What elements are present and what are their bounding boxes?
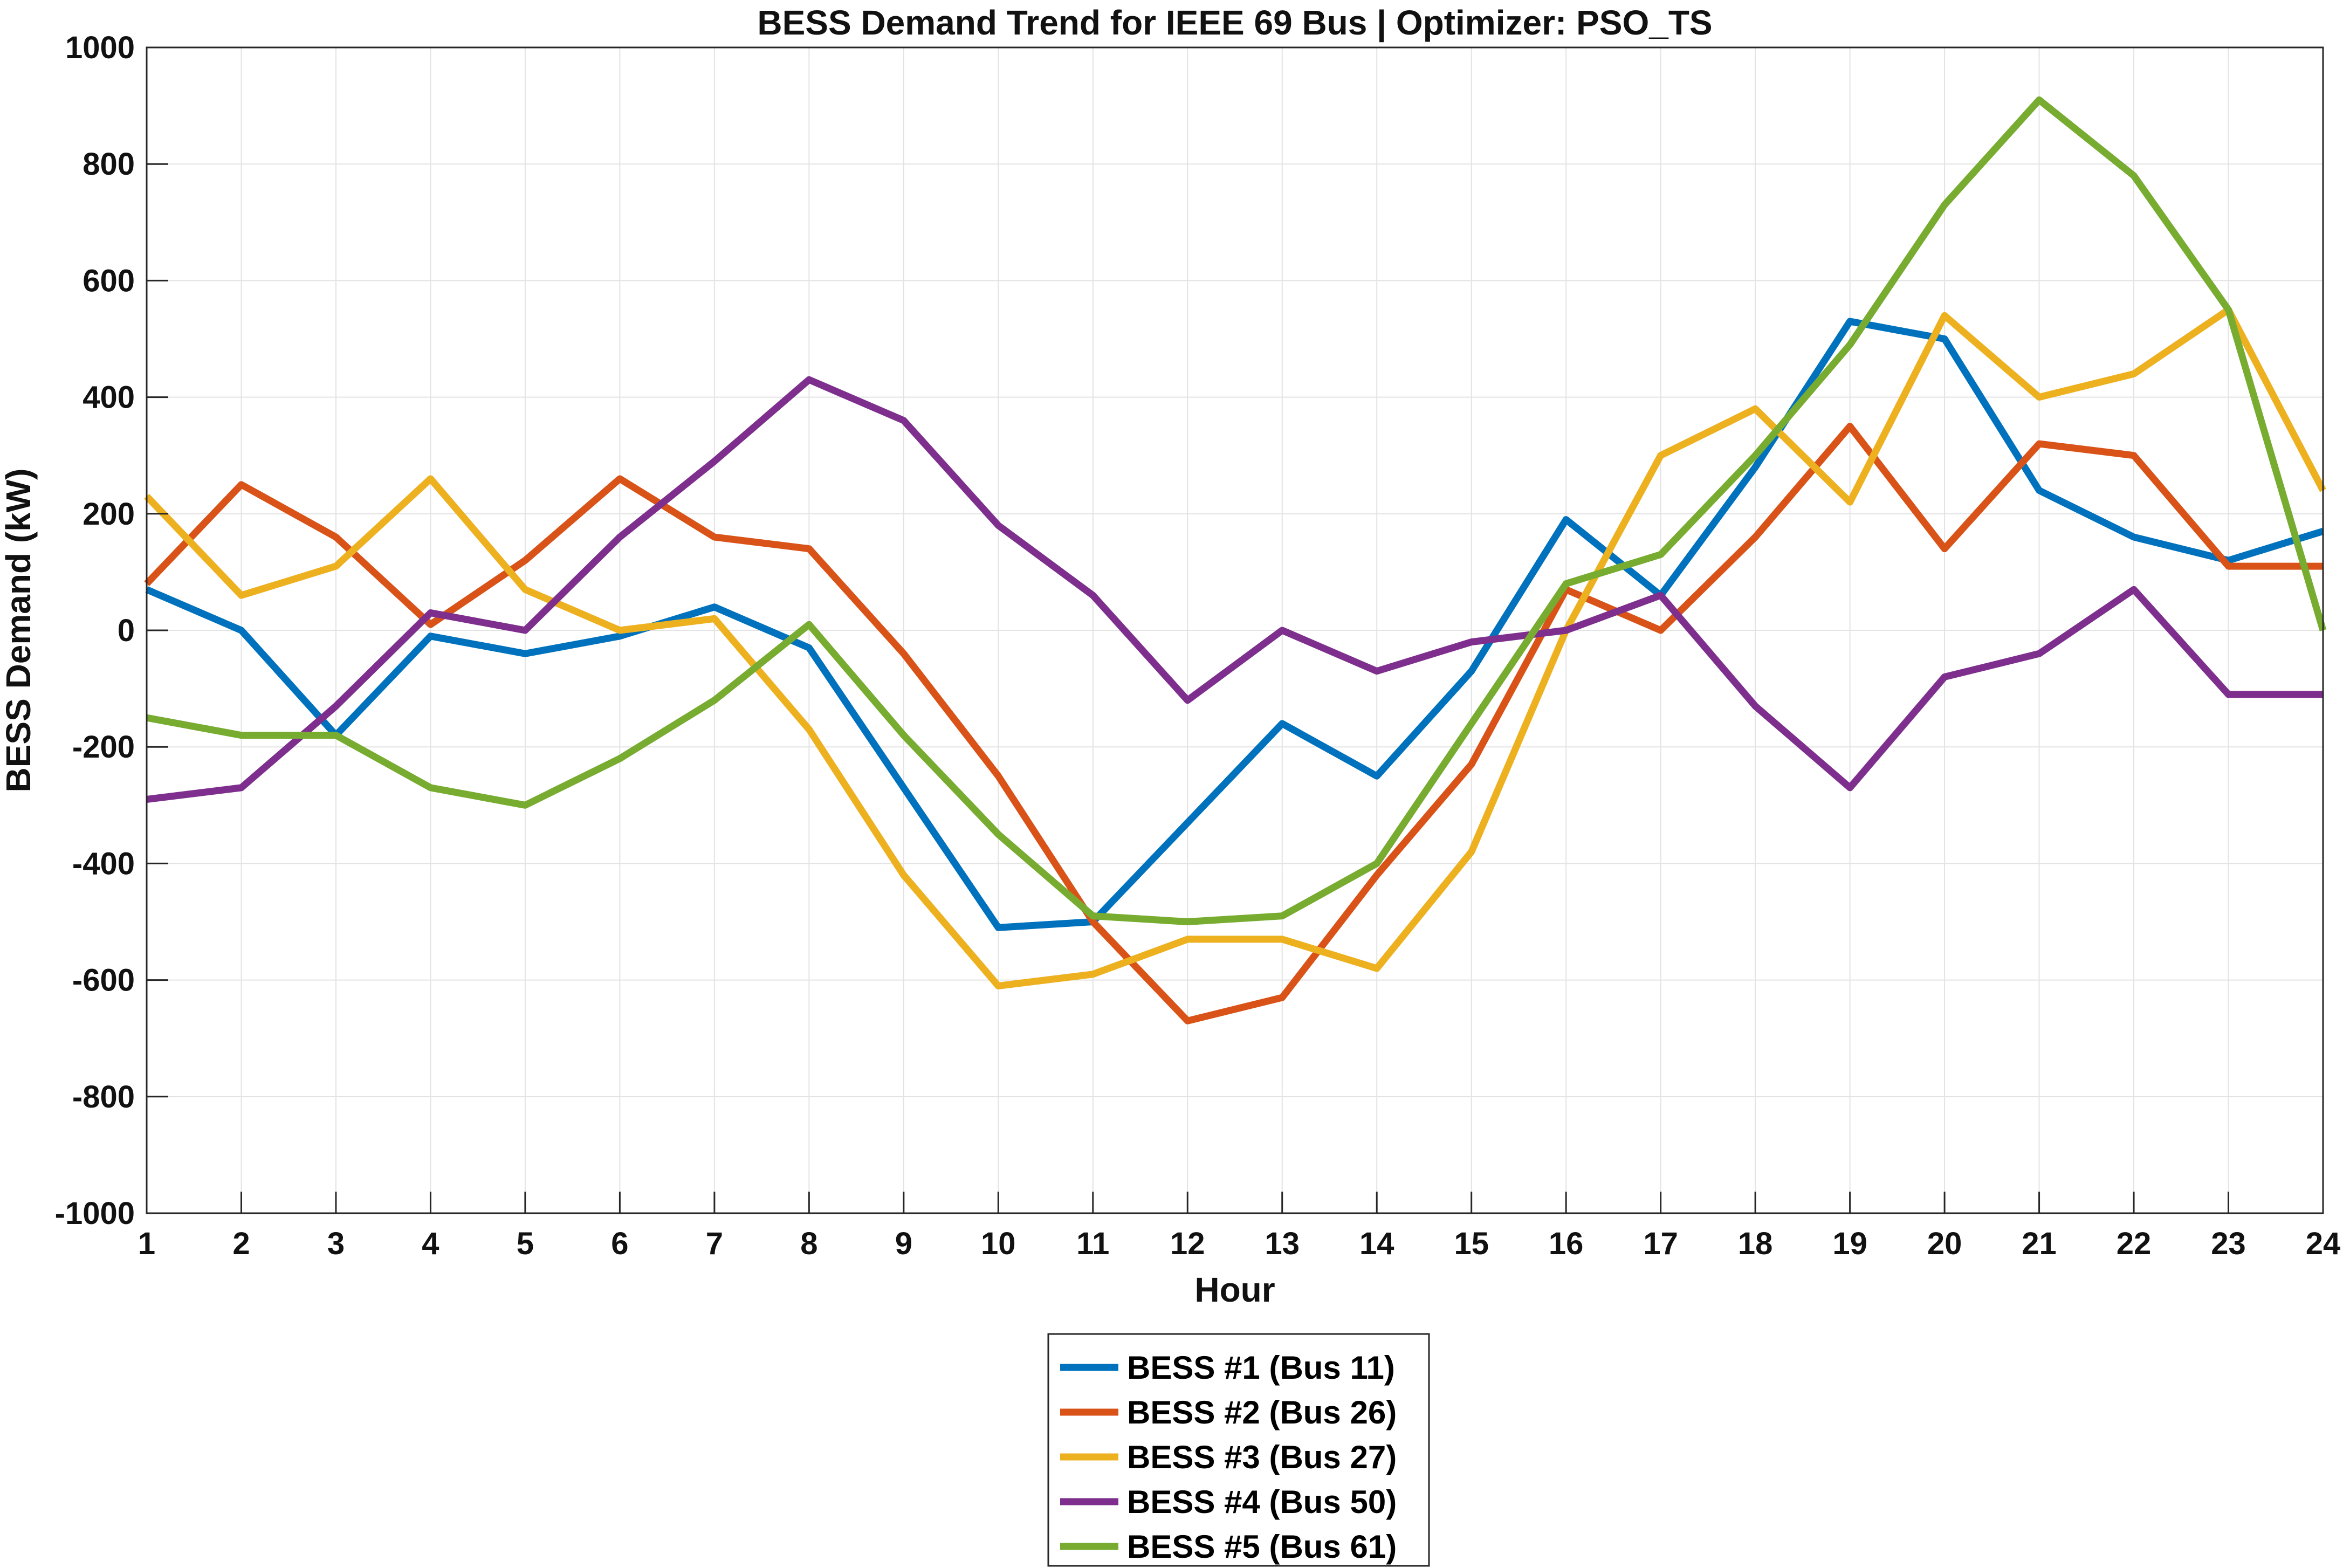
x-tick-label: 16 <box>1549 1226 1584 1261</box>
x-tick-label: 19 <box>1832 1226 1867 1261</box>
x-tick-label: 23 <box>2211 1226 2246 1261</box>
x-tick-label: 3 <box>327 1226 345 1261</box>
legend-label-bess-3: BESS #3 (Bus 27) <box>1127 1439 1397 1475</box>
series-line-bess-4 <box>146 376 2323 803</box>
x-tick-label: 22 <box>2117 1226 2152 1261</box>
chart-title: BESS Demand Trend for IEEE 69 Bus | Opti… <box>757 3 1712 43</box>
y-tick-label: 0 <box>118 613 135 648</box>
y-tick-label: 600 <box>83 263 135 298</box>
legend-box <box>1047 1333 1430 1567</box>
x-tick-label: 14 <box>1359 1226 1394 1261</box>
x-tick-label: 13 <box>1265 1226 1300 1261</box>
x-tick-label: 15 <box>1454 1226 1489 1261</box>
legend: BESS #1 (Bus 11) BESS #2 (Bus 26) BESS #3 … <box>1047 1333 1430 1567</box>
x-tick-label: 6 <box>611 1226 628 1261</box>
x-tick-label: 2 <box>232 1226 250 1261</box>
y-axis-label: BESS Demand (kW) <box>0 469 38 793</box>
x-tick-label: 7 <box>706 1226 723 1261</box>
series-line-bess-5 <box>146 96 2327 925</box>
x-tick-labels: 1 2 3 4 5 6 7 8 9 10 11 12 13 14 15 16 17 18 19 20 21 22 23 24 <box>138 1226 2340 1261</box>
x-tick-label: 24 <box>2306 1226 2341 1261</box>
x-tick-label: 4 <box>422 1226 439 1261</box>
y-tick-label: 800 <box>83 147 135 182</box>
x-tick-label: 8 <box>800 1226 817 1261</box>
legend-label-bess-2: BESS #2 (Bus 26) <box>1127 1394 1397 1431</box>
x-tick-label: 9 <box>895 1226 912 1261</box>
x-tick-label: 1 <box>138 1226 155 1261</box>
y-tick-labels: -1000 -800 -600 -400 -200 0 200 400 600 800 1000 <box>55 30 135 1231</box>
x-tick-label: 11 <box>1076 1226 1109 1261</box>
y-tick-label: -200 <box>72 730 135 765</box>
series-line-bess-1 <box>145 318 2324 931</box>
x-tick-label: 21 <box>2022 1226 2057 1261</box>
series-lines <box>144 96 2327 1024</box>
axis-ticks <box>146 46 2324 1214</box>
y-tick-label: -1000 <box>55 1196 135 1231</box>
y-tick-label: -400 <box>72 846 135 881</box>
legend-label-bess-1: BESS #1 (Bus 11) <box>1127 1350 1395 1386</box>
x-tick-label: 20 <box>1927 1226 1962 1261</box>
y-tick-label: 1000 <box>65 30 135 65</box>
x-axis-label: Hour <box>1194 1270 1275 1309</box>
series-line-bess-3 <box>144 306 2326 989</box>
x-tick-label: 10 <box>981 1226 1016 1261</box>
x-tick-label: 12 <box>1170 1226 1205 1261</box>
y-tick-label: 200 <box>83 497 135 532</box>
x-tick-label: 18 <box>1738 1226 1773 1261</box>
y-tick-label: 400 <box>83 380 135 415</box>
legend-label-bess-5: BESS #5 (Bus 61) <box>1127 1529 1397 1565</box>
x-tick-label: 17 <box>1643 1226 1678 1261</box>
legend-label-bess-4: BESS #4 (Bus 50) <box>1127 1484 1397 1520</box>
y-tick-label: -600 <box>72 963 135 998</box>
x-tick-label: 5 <box>517 1226 534 1261</box>
y-tick-label: -800 <box>72 1079 135 1115</box>
